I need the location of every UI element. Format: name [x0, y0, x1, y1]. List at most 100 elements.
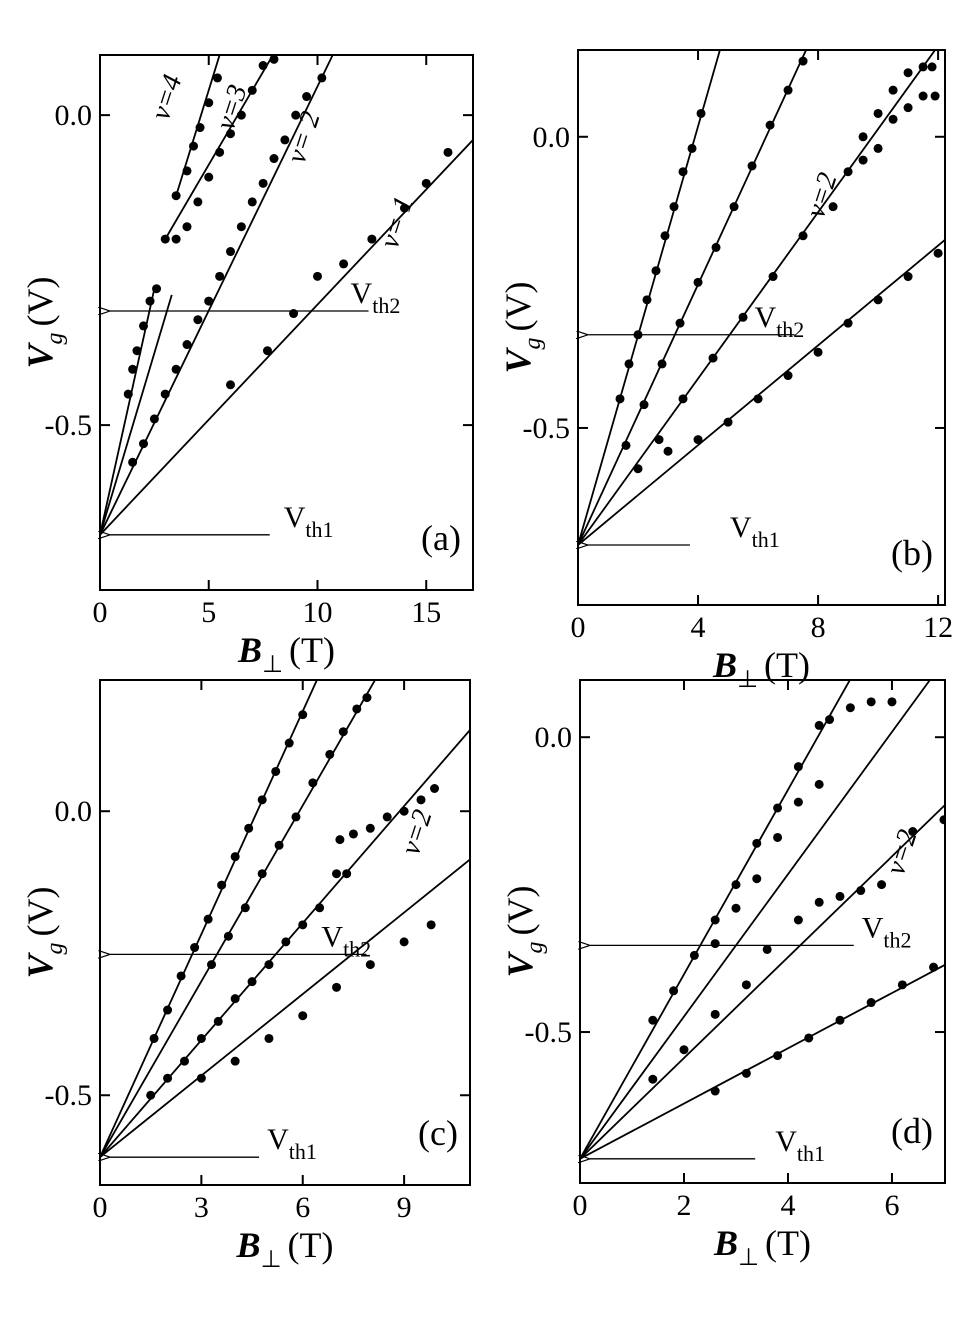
x-axis-label: B⊥ (T) [712, 645, 810, 693]
y-label-unit: (V) [20, 887, 60, 937]
data-point [752, 874, 762, 884]
data-point [362, 693, 372, 703]
y-label-symbol: V [20, 952, 60, 979]
data-point [793, 915, 803, 925]
plot-frame [577, 49, 946, 606]
data-point [793, 797, 803, 807]
y-label-sub: g [42, 332, 68, 344]
x-tick-label: 6 [884, 1189, 899, 1222]
data-point [873, 143, 883, 153]
y-axis-label: Vg (V) [20, 887, 68, 979]
threshold-sub: th1 [797, 1141, 825, 1166]
fit-line [100, 680, 376, 1158]
fit-line [578, 239, 945, 546]
threshold-sub: th2 [372, 293, 400, 318]
data-point [421, 178, 431, 188]
data-point [196, 1073, 206, 1083]
x-tick-label: 15 [411, 596, 441, 629]
filling-factor-label: ν= 2 [281, 108, 327, 167]
data-point [298, 920, 308, 930]
data-point [888, 85, 898, 95]
data-point [348, 829, 358, 839]
data-point [365, 823, 375, 833]
data-point [877, 880, 887, 890]
fit-line [100, 858, 470, 1158]
fit-line [164, 55, 274, 240]
y-label-unit: (V) [20, 277, 60, 327]
threshold-symbol: V [284, 501, 306, 534]
y-label-sub: g [42, 942, 68, 954]
plot-frame [579, 679, 946, 1184]
panel-label: (c) [418, 1113, 458, 1153]
x-label-symbol: B [236, 1225, 261, 1265]
data-point [182, 222, 192, 232]
data-point [710, 939, 720, 949]
data-point [365, 960, 375, 970]
data-point [230, 994, 240, 1004]
x-tick-label: 2 [676, 1189, 691, 1222]
data-point [146, 1090, 156, 1100]
y-axis-label: Vg (V) [20, 277, 68, 369]
filling-factor-label: ν=4 [145, 71, 188, 124]
x-label-unit: (T) [289, 630, 335, 670]
data-point [291, 110, 301, 120]
data-point [312, 271, 322, 281]
data-point [264, 960, 274, 970]
fit-line [100, 55, 334, 536]
threshold-sub: th1 [752, 527, 780, 552]
data-point [302, 92, 312, 102]
fit-line [578, 50, 721, 546]
x-label-symbol: B [712, 645, 737, 685]
data-point [399, 937, 409, 947]
data-point [298, 1011, 308, 1021]
x-axis-label: B⊥ (T) [236, 1225, 334, 1273]
threshold-label: Vth1 [284, 501, 334, 542]
threshold-symbol: V [321, 920, 343, 953]
data-point [843, 318, 853, 328]
x-tick-label: 6 [295, 1191, 310, 1224]
x-tick-label: 0 [571, 611, 586, 644]
threshold-label: Vth2 [755, 301, 805, 342]
x-label-sub: ⊥ [262, 652, 283, 678]
x-tick-label: 12 [923, 611, 953, 644]
data-point [903, 68, 913, 78]
y-tick-label: 0.0 [535, 721, 573, 754]
y-label-symbol: V [498, 347, 538, 374]
fit-line [580, 804, 945, 1160]
threshold-symbol: V [862, 911, 884, 944]
x-label-unit: (T) [287, 1225, 333, 1265]
data-layer [580, 680, 945, 1160]
y-tick-label: -0.5 [525, 1016, 573, 1049]
x-tick-label: 0 [573, 1189, 588, 1222]
y-tick-label: -0.5 [45, 409, 93, 442]
data-point [927, 62, 937, 72]
y-label-sub: g [522, 941, 548, 953]
threshold-sub: th2 [883, 927, 911, 952]
y-tick-label: -0.5 [45, 1079, 93, 1112]
data-point [430, 783, 440, 793]
data-point [289, 309, 299, 319]
fit-line [100, 288, 156, 536]
y-label-symbol: V [20, 342, 60, 369]
threshold-symbol: V [267, 1123, 289, 1156]
data-point [741, 980, 751, 990]
data-point [332, 982, 342, 992]
fit-line [100, 680, 318, 1158]
x-tick-label: 5 [201, 596, 216, 629]
fit-line [578, 50, 807, 546]
y-label-sub: g [520, 337, 546, 349]
data-point [710, 1009, 720, 1019]
data-point [416, 795, 426, 805]
data-point [933, 248, 943, 258]
threshold-label: Vth2 [321, 920, 371, 961]
x-tick-label: 4 [780, 1189, 795, 1222]
data-point [339, 259, 349, 269]
y-tick-label: 0.0 [55, 795, 93, 828]
data-point [903, 272, 913, 282]
y-axis-label: Vg (V) [498, 282, 546, 374]
x-tick-label: 10 [302, 596, 332, 629]
fit-line [580, 680, 931, 1160]
